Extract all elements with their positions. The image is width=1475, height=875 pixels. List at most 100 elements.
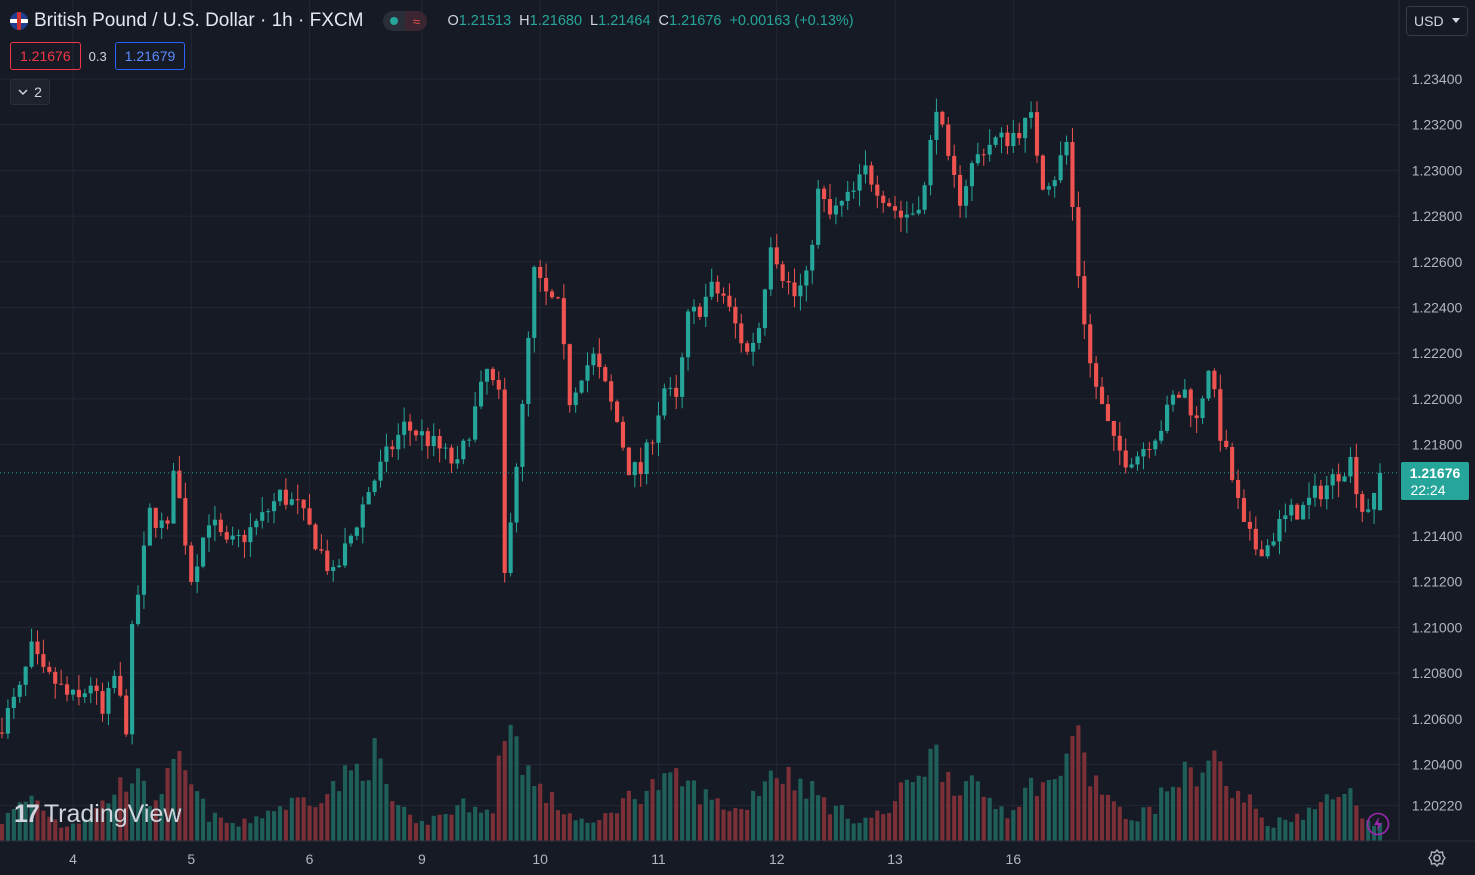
volume-bar-193: [1141, 807, 1146, 841]
candle-body-176: [1040, 155, 1045, 190]
candle-body-138: [816, 188, 821, 245]
volume-bar-78: [461, 798, 466, 841]
candle-117: [691, 299, 697, 325]
candle-153: [904, 201, 909, 234]
candle-body-162: [958, 174, 963, 206]
volume-bar-43: [254, 816, 259, 841]
candle-body-201: [1188, 389, 1193, 416]
volume-bar-143: [845, 818, 850, 841]
candle-40: [236, 529, 241, 548]
candle-body-219: [1295, 504, 1300, 520]
candle-130: [768, 237, 773, 296]
candle-body-193: [1141, 449, 1146, 457]
candle-209: [1235, 469, 1241, 509]
volume-bar-91: [538, 783, 543, 841]
candle-108: [638, 447, 643, 487]
candle-body-87: [514, 466, 519, 523]
candle-body-40: [236, 534, 241, 536]
candle-body-146: [863, 165, 868, 175]
candle-body-29: [171, 470, 176, 524]
indicators-toggle-button[interactable]: 2: [10, 79, 50, 105]
volume-bar-82: [484, 809, 490, 841]
candle-84: [496, 371, 501, 399]
candle-28: [165, 516, 170, 530]
candle-body-63: [372, 480, 377, 493]
candle-body-199: [1176, 394, 1181, 398]
volume-bar-212: [1253, 808, 1258, 841]
lightning-icon[interactable]: [1366, 812, 1390, 836]
volume-bar-174: [1028, 777, 1034, 841]
volume-bar-123: [727, 811, 732, 841]
candle-47: [277, 489, 283, 507]
candle-170: [1005, 124, 1010, 155]
currency-label: USD: [1414, 13, 1444, 29]
volume-bar-2: [11, 808, 16, 841]
currency-select[interactable]: USD: [1406, 6, 1468, 36]
candle-body-212: [1253, 528, 1258, 550]
market-status[interactable]: ≈: [383, 11, 428, 31]
volume-bar-65: [384, 784, 389, 841]
sell-button[interactable]: 1.21676: [10, 42, 81, 70]
candle-207: [1224, 429, 1229, 450]
volume-bar-194: [1147, 806, 1152, 841]
candle-85: [502, 377, 507, 583]
time-axis[interactable]: 4 5 6 9 10 11 12 13 16: [69, 851, 1021, 867]
candle-body-78: [461, 440, 466, 460]
buy-button[interactable]: 1.21679: [114, 42, 186, 70]
candle-body-161: [952, 155, 957, 175]
volume-bar-229: [1354, 805, 1359, 841]
volume-bar-197: [1165, 791, 1170, 841]
candle-body-167: [987, 144, 992, 155]
price-axis[interactable]: 1.23400 1.23200 1.23000 1.22800 1.22600 1.224…: [1412, 71, 1463, 814]
candle-body-13: [76, 689, 81, 698]
volume-bar-149: [881, 814, 886, 841]
volume-bar-46: [271, 811, 277, 841]
candle-134: [792, 268, 797, 308]
volume-bar-70: [413, 823, 419, 841]
volume-bar-139: [821, 797, 827, 841]
candle-39: [230, 526, 235, 546]
candle-184: [1088, 313, 1093, 378]
candle-106: [626, 446, 631, 476]
volume-bar-162: [958, 795, 963, 841]
volume-bar-9: [53, 819, 58, 841]
candle-17: [100, 682, 105, 722]
volume-bar-224: [1324, 794, 1329, 841]
candle-body-56: [331, 566, 336, 572]
settings-gear-icon[interactable]: [1427, 848, 1447, 868]
tradingview-logo[interactable]: 17 TradingView: [14, 800, 181, 829]
volume-bar-187: [1105, 794, 1111, 841]
candle-206: [1218, 374, 1223, 452]
candle-210: [1241, 489, 1247, 522]
volume-bar-29: [171, 758, 176, 841]
candle-145: [857, 163, 862, 207]
indicator-count: 2: [34, 84, 42, 100]
volume-bar-189: [1117, 806, 1122, 841]
candle-59: [348, 533, 354, 547]
candle-body-158: [934, 111, 939, 140]
volume-bar-218: [1289, 821, 1294, 841]
candle-105: [620, 416, 626, 451]
volume-bar-222: [1312, 809, 1318, 841]
volume-bar-34: [201, 798, 206, 841]
candle-body-41: [242, 534, 247, 543]
candle-body-27: [159, 520, 164, 528]
candle-body-116: [685, 311, 691, 358]
candle-body-12: [70, 689, 76, 695]
candle-body-173: [1023, 117, 1028, 139]
volume-bar-72: [425, 824, 430, 841]
candle-body-225: [1330, 474, 1335, 486]
volume-bar-44: [260, 818, 265, 841]
symbol-title[interactable]: British Pound / U.S. Dollar · 1h · FXCM: [34, 10, 364, 31]
candle-body-39: [230, 535, 235, 540]
candle-182: [1076, 191, 1081, 288]
volume-bar-150: [887, 812, 892, 841]
candle-83: [490, 366, 495, 386]
volume-bar-37: [218, 817, 223, 841]
candle-185: [1094, 356, 1099, 400]
volume-bar-119: [703, 789, 708, 841]
volume-bar-54: [319, 803, 324, 841]
volume-bar-147: [869, 817, 874, 841]
candle-body-21: [124, 695, 129, 735]
